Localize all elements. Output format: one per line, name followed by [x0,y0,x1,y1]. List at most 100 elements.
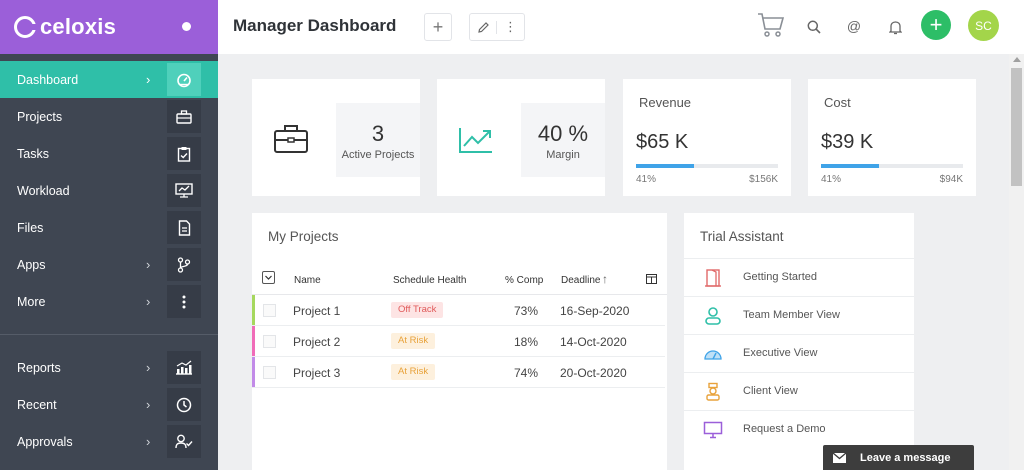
sidebar-item-label: Approvals [17,434,73,449]
clipboard-check-icon [167,137,201,170]
status-badge: Off Track [391,302,444,318]
brand-name: celoxis [40,14,117,39]
dashboard-gauge-icon [167,63,201,96]
pencil-icon[interactable] [470,20,498,34]
scrollbar-thumb[interactable] [1011,68,1022,186]
trial-item-client-view[interactable]: Client View [684,372,914,410]
mentions-icon[interactable]: @ [846,18,862,34]
margin-card[interactable]: 40 % Margin [437,79,605,196]
sidebar-item-dashboard[interactable]: Dashboard › [0,61,218,98]
project-name[interactable]: Project 2 [293,335,341,349]
chevron-right-icon: › [146,434,151,449]
more-vertical-icon [167,285,201,318]
status-badge: At Risk [391,333,436,349]
trial-item-label: Request a Demo [743,423,826,435]
column-header-deadline[interactable]: Deadline [561,275,601,286]
sidebar-item-label: Files [17,220,44,235]
revenue-progress-fill [636,164,695,168]
trial-item-label: Client View [743,385,798,397]
sidebar-item-label: Apps [17,257,46,272]
trend-up-icon [458,126,494,159]
revenue-title: Revenue [639,95,692,110]
chevron-right-icon: › [146,360,151,375]
table-row[interactable]: Project 3 At Risk 74% 20-Oct-2020 [252,357,665,388]
table-row[interactable]: Project 2 At Risk 18% 14-Oct-2020 [252,326,665,357]
trial-item-getting-started[interactable]: Getting Started [684,258,914,296]
sidebar: celoxis Dashboard › Projects Tasks Workl… [0,0,218,470]
global-add-button[interactable]: + [921,10,951,40]
row-checkbox[interactable] [263,366,276,379]
revenue-percent: 41% [636,174,657,185]
cost-progress-bar [821,164,963,168]
celoxis-logo-icon [14,16,36,38]
trial-item-label: Getting Started [743,271,817,283]
project-name[interactable]: Project 1 [293,304,341,318]
chevron-right-icon: › [146,294,151,309]
margin-value: 40 % [537,121,589,146]
sidebar-item-files[interactable]: Files [0,209,218,246]
sidebar-item-projects[interactable]: Projects [0,98,218,135]
columns-toggle-icon[interactable] [646,274,657,287]
trial-item-label: Executive View [743,347,818,359]
cost-percent: 41% [821,174,842,185]
sort-ascending-icon[interactable]: ↑ [602,272,608,286]
door-icon [702,267,724,289]
user-check-icon [167,425,201,458]
sidebar-item-reports[interactable]: Reports › [0,349,218,386]
monitor-icon [702,419,724,441]
person-icon [702,305,724,327]
sidebar-item-label: Projects [17,109,63,124]
plus-icon: + [432,16,444,37]
edit-actions-group: ⋮ [469,13,525,41]
sidebar-item-approvals[interactable]: Approvals › [0,423,218,460]
revenue-card[interactable]: Revenue $65 K 41% $156K [623,79,791,196]
workload-chart-icon [167,174,201,207]
revenue-progress-bar [636,164,778,168]
add-widget-button[interactable]: + [424,13,452,41]
sidebar-item-tasks[interactable]: Tasks [0,135,218,172]
column-header-name[interactable]: Name [294,275,321,286]
projects-table-header: Name Schedule Health % Comp Deadline ↑ [252,263,667,295]
project-name[interactable]: Project 3 [293,366,341,380]
revenue-value: $65 K [636,131,689,153]
sidebar-item-label: Dashboard [17,72,79,87]
cost-card[interactable]: Cost $39 K 41% $94K [808,79,976,196]
select-all-checkbox[interactable] [262,271,275,284]
sidebar-item-workload[interactable]: Workload [0,172,218,209]
chevron-right-icon: › [146,72,151,87]
active-projects-stat: 3 Active Projects [336,103,420,177]
column-header-comp[interactable]: % Comp [505,275,544,286]
table-row[interactable]: Project 1 Off Track 73% 16-Sep-2020 [252,295,665,326]
deadline-date: 16-Sep-2020 [560,304,630,318]
more-options-icon[interactable]: ⋮ [504,19,517,34]
status-badge: At Risk [391,364,436,380]
search-icon[interactable] [805,18,823,36]
sidebar-item-more[interactable]: More › [0,283,218,320]
sidebar-item-recent[interactable]: Recent › [0,386,218,423]
trial-item-team-member-view[interactable]: Team Member View [684,296,914,334]
leave-message-button[interactable]: Leave a message [823,445,974,470]
sidebar-item-label: Workload [17,183,70,198]
reports-chart-icon [167,351,201,384]
bell-icon[interactable] [886,18,904,36]
trial-item-executive-view[interactable]: Executive View [684,334,914,372]
gauge-icon [702,343,724,365]
clock-icon [167,388,201,421]
cost-title: Cost [824,95,851,110]
trial-item-request-demo[interactable]: Request a Demo [684,410,914,448]
cart-icon[interactable] [756,10,786,40]
column-header-schedule-health[interactable]: Schedule Health [393,275,467,286]
active-projects-card[interactable]: 3 Active Projects [252,79,420,196]
deadline-date: 14-Oct-2020 [560,335,627,349]
row-checkbox[interactable] [263,304,276,317]
sidebar-item-label: More [17,294,46,309]
avatar[interactable]: SC [968,10,999,41]
chevron-right-icon: › [146,397,151,412]
sidebar-item-apps[interactable]: Apps › [0,246,218,283]
scroll-up-arrow-icon[interactable] [1013,57,1021,62]
margin-stat: 40 % Margin [521,103,605,177]
status-dot[interactable] [182,22,191,31]
row-checkbox[interactable] [263,335,276,348]
top-bar: Manager Dashboard + ⋮ @ + SC [218,0,1024,54]
briefcase-icon [273,124,309,159]
